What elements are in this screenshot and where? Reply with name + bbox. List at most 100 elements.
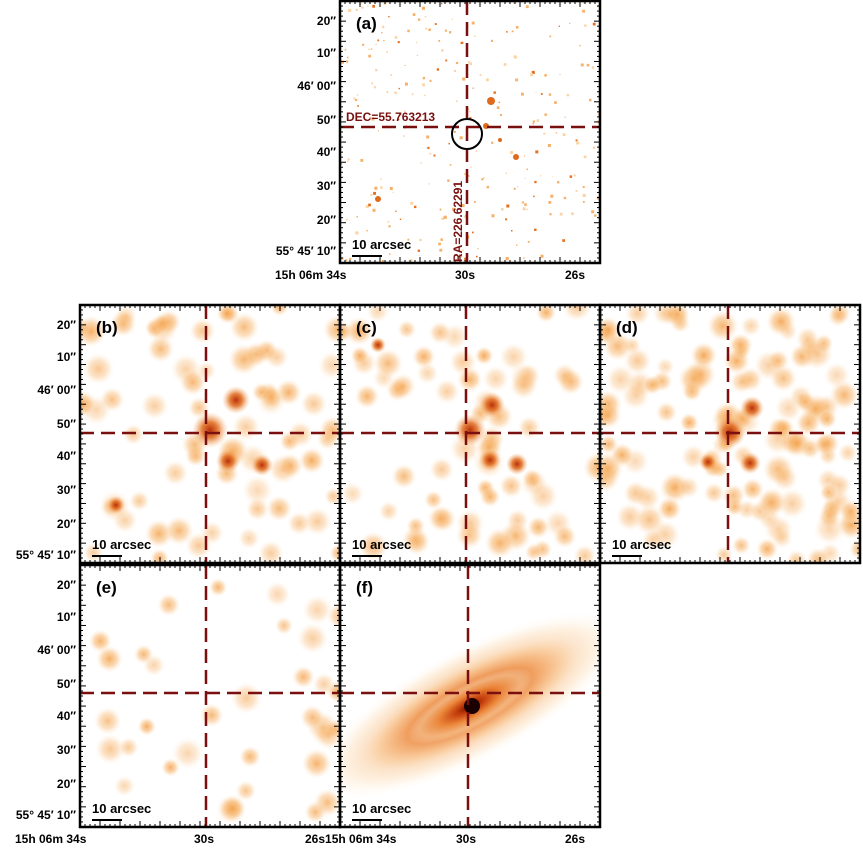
bright-pixel [498,138,502,142]
photon-speckle [479,74,482,76]
photon-speckle [377,39,380,42]
photon-speckle [365,205,369,209]
source-blob [318,416,340,444]
photon-speckle [398,119,400,121]
source-blob [788,384,814,409]
dec-tick-label: 30″ [57,483,76,497]
source-blob [313,719,340,750]
photon-speckle [470,166,472,168]
photon-speckle [387,221,390,223]
source-blob [137,717,157,736]
photon-speckle [410,259,413,262]
photon-speckle [355,231,359,235]
photon-speckle [506,204,510,208]
photon-speckle [397,41,400,44]
dec-tick-label: 55° 45′ 10″ [276,244,336,258]
photon-speckle [506,31,508,33]
bright-source [479,449,501,471]
photon-speckle [390,74,392,76]
scale-bar-label: 10 arcsec [352,801,411,816]
photon-speckle [571,212,574,216]
photon-speckle [436,68,440,71]
photon-speckle [559,212,563,216]
source-blob [164,515,194,546]
dec-coordinate-label: DEC=55.763213 [346,110,435,124]
photon-speckle [410,201,414,205]
photon-speckle [445,59,448,62]
source-blob [300,390,328,418]
source-blob [600,434,619,454]
source-blob [655,357,675,377]
source-blob [373,348,404,379]
dec-tick-label: 50″ [317,113,336,127]
source-blob [634,484,661,511]
source-blob [150,548,169,563]
photon-speckle [377,130,379,132]
scale-bar-label: 10 arcsec [92,537,151,552]
panel-a-image [340,1,600,262]
bright-source [216,449,240,473]
source-blob [99,387,125,413]
photon-speckle [370,48,373,50]
photon-speckle [441,49,444,52]
source-blob [786,549,807,563]
photon-speckle [411,93,414,96]
source-blob [326,680,340,703]
source-blob [771,528,793,549]
source-blob [429,457,455,482]
photon-speckle [345,259,348,261]
photon-speckle [550,194,554,198]
photon-speckle [464,257,468,261]
dec-tick-label: 55° 45′ 10″ [16,548,76,562]
source-blob [762,424,793,455]
bright-source [222,386,250,414]
photon-speckle [447,179,450,182]
bright-source [370,337,386,353]
source-blob [849,539,860,560]
photon-speckle [346,60,349,63]
source-blob [303,507,332,536]
source-blob [427,505,455,532]
photon-speckle [392,191,394,193]
photon-speckle [544,74,547,77]
photon-speckle [524,177,526,179]
photon-speckle [439,209,442,211]
ra-coordinate-label: RA=226.62291 [451,181,465,262]
source-blob [324,487,340,506]
source-blob [298,447,325,474]
source-blob [208,578,228,597]
source-blob [318,351,340,380]
photon-speckle [554,101,557,104]
source-blob [230,682,263,714]
photon-speckle [531,70,535,74]
source-blob [602,331,633,362]
photon-speckle [505,257,509,261]
source-blob [277,453,303,479]
source-blob [128,490,150,512]
bright-source [506,453,528,475]
photon-speckle [353,97,356,100]
photon-speckle [429,152,432,155]
photon-speckle [368,203,371,207]
source-blob [242,474,273,506]
photon-speckle [491,141,494,144]
photon-speckle [540,175,542,177]
panel-e-image [88,578,340,825]
source-blob [266,495,293,522]
source-blob [82,353,115,385]
source-circle-marker [451,118,483,150]
source-blob [229,312,260,343]
photon-speckle [522,207,526,211]
photon-speckle [372,208,376,212]
source-blob [118,737,139,758]
photon-speckle [429,79,432,82]
ra-tick-label: 30s [456,832,476,846]
photon-speckle [461,249,464,252]
source-blob [456,508,485,538]
source-blob [147,335,175,363]
photon-speckle [454,70,456,72]
source-blob [96,645,123,673]
source-blob [80,319,91,338]
photon-speckle [491,214,495,218]
source-blob [301,748,332,779]
